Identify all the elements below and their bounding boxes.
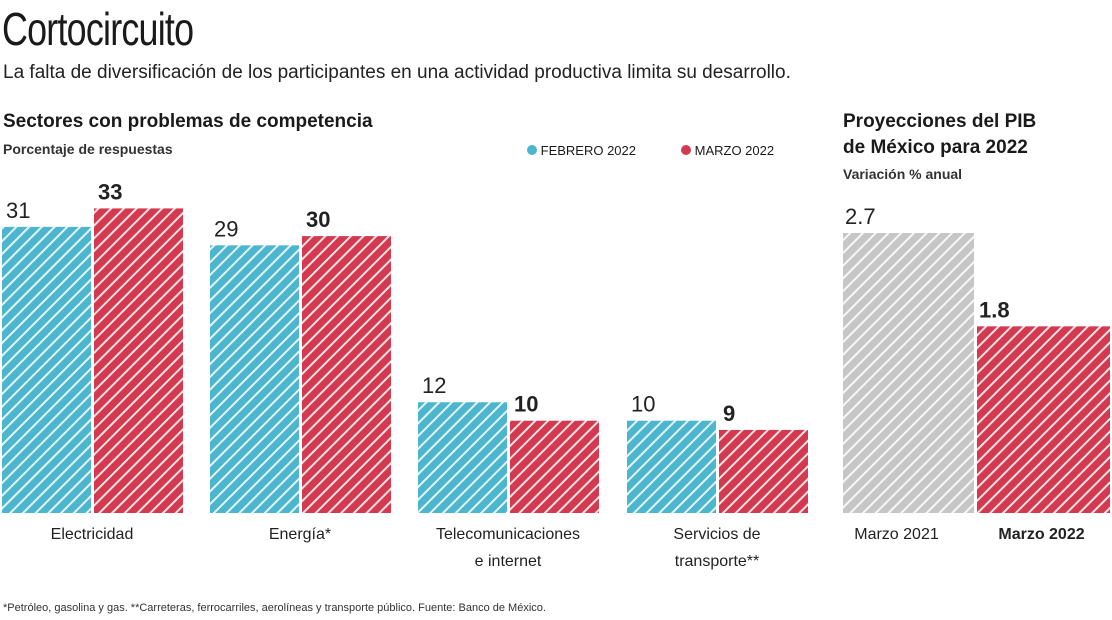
bar-febrero-3	[627, 420, 716, 513]
bar-marzo-2	[510, 420, 599, 513]
bar-marzo-3	[719, 429, 808, 513]
category-label: Energía*	[269, 526, 331, 543]
category-label: Electricidad	[51, 526, 134, 543]
chart1-title: Sectores con problemas de competencia	[3, 111, 373, 132]
bar-pib-1	[977, 326, 1110, 513]
chart1-subtitle: Porcentaje de respuestas	[3, 141, 173, 157]
subheadline: La falta de diversificación de los parti…	[3, 62, 791, 83]
bar-febrero-2	[418, 402, 507, 513]
bar-febrero-0	[2, 226, 91, 513]
category-label: Telecomunicaciones	[436, 526, 580, 543]
category-label: Marzo 2022	[998, 526, 1084, 543]
value-label: 33	[98, 179, 122, 204]
value-label: 2.7	[845, 204, 876, 229]
legend-dot-blue-icon	[527, 145, 537, 155]
value-label: 1.8	[979, 297, 1010, 322]
legend-marzo: MARZO 2022	[681, 143, 774, 158]
bar-marzo-0	[94, 208, 183, 513]
bar-pib-0	[843, 233, 974, 513]
value-label: 10	[514, 392, 538, 417]
chart2-title-line1: Proyecciones del PIB	[843, 111, 1037, 132]
headline: Cortocircuito	[2, 3, 194, 55]
category-label: Servicios de	[673, 526, 760, 543]
value-label: 12	[422, 373, 446, 398]
category-label: transporte**	[675, 553, 760, 570]
legend-dot-red-icon	[681, 145, 691, 155]
chart2-title-line2: de México para 2022	[843, 137, 1028, 158]
category-label: Marzo 2021	[854, 526, 939, 543]
category-label: e internet	[475, 553, 542, 570]
bar-febrero-1	[210, 245, 299, 513]
footnote: *Petróleo, gasolina y gas. **Carreteras,…	[3, 602, 546, 614]
value-label: 29	[214, 216, 238, 241]
value-label: 31	[6, 198, 30, 223]
chart2-subtitle: Variación % anual	[843, 166, 963, 182]
bar-marzo-1	[302, 236, 391, 513]
value-label: 30	[306, 207, 330, 232]
legend-febrero: FEBRERO 2022	[527, 143, 636, 158]
value-label: 10	[631, 392, 655, 417]
value-label: 9	[723, 401, 735, 426]
